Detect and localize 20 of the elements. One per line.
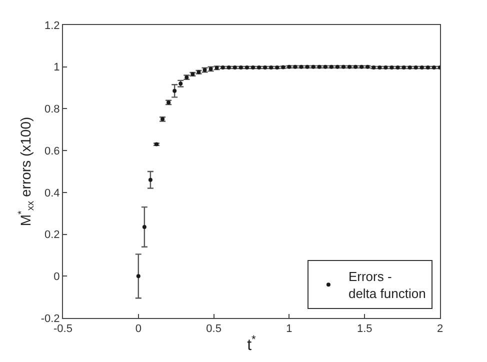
point [136,274,140,278]
point [142,224,146,229]
x-tick-label: 0.5 [206,323,222,336]
x-axis-title: t$^{*}$ [247,334,257,354]
y-tick-label: 1.2 [44,20,60,32]
x-tick-label: 1 [286,323,292,336]
x-tick-label: 2 [436,323,444,336]
point [172,88,177,93]
x-tick-label: -0.5 [54,323,72,336]
y-tick-label: 0.2 [44,229,60,242]
x-tick-label: 0 [135,323,142,336]
legend-label: Errors - delta function [348,269,426,302]
x-tick-label: 1.5 [356,323,372,336]
point [148,178,152,182]
y-tick-label: -0.2 [40,312,60,325]
y-tick-label: 1 [54,62,60,74]
y-tick-label: 0.8 [44,104,60,116]
y-tick-label: 0 [54,270,60,283]
y-tick-label: 0.4 [44,187,60,200]
y-tick-label: 0.6 [44,145,60,158]
